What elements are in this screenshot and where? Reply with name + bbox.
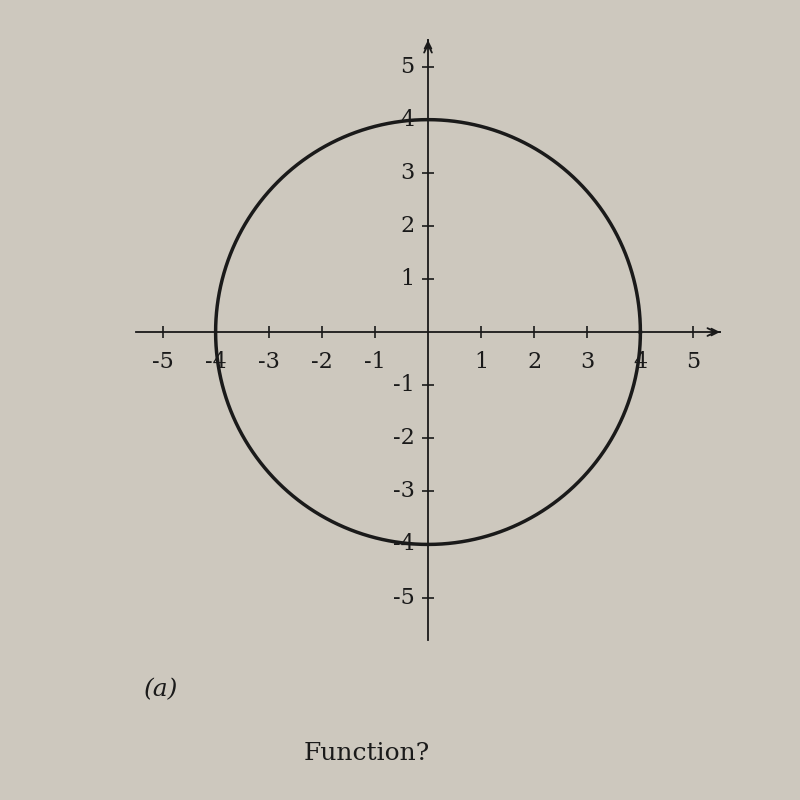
Text: 1: 1: [474, 350, 488, 373]
Text: 1: 1: [401, 268, 414, 290]
Text: 2: 2: [401, 215, 414, 237]
Text: 2: 2: [527, 350, 542, 373]
Text: -1: -1: [393, 374, 414, 396]
Text: 4: 4: [634, 350, 647, 373]
Text: 4: 4: [401, 109, 414, 130]
Text: -3: -3: [393, 480, 414, 502]
Text: 3: 3: [401, 162, 414, 184]
Text: 3: 3: [580, 350, 594, 373]
Text: (a): (a): [144, 678, 178, 701]
Text: -4: -4: [205, 350, 226, 373]
Text: 5: 5: [686, 350, 701, 373]
Text: -2: -2: [393, 427, 414, 450]
Text: -2: -2: [311, 350, 333, 373]
Text: -5: -5: [152, 350, 174, 373]
Text: -3: -3: [258, 350, 280, 373]
Text: -4: -4: [393, 534, 414, 555]
Text: -5: -5: [393, 586, 414, 609]
Text: Function?: Function?: [304, 742, 430, 765]
Text: -1: -1: [364, 350, 386, 373]
Text: 5: 5: [401, 55, 414, 78]
